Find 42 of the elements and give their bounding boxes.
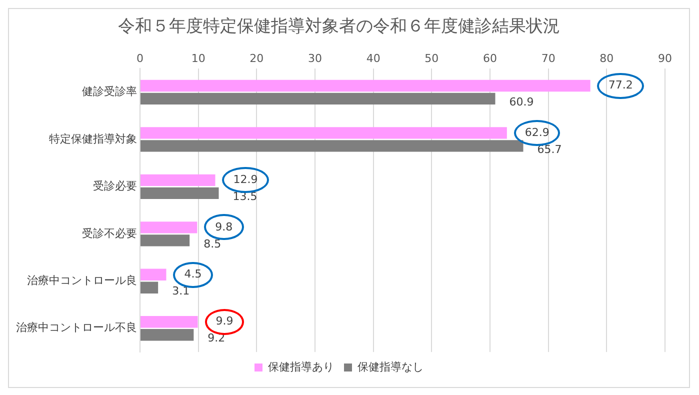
x-tick-label: 30 — [308, 52, 322, 65]
x-tick-label: 60 — [483, 52, 497, 65]
x-tick-label: 0 — [136, 52, 144, 65]
data-label: 3.1 — [172, 284, 190, 298]
x-tick-label: 80 — [600, 52, 614, 65]
bar — [140, 187, 219, 200]
data-label: 9.8 — [215, 220, 233, 234]
bar — [140, 80, 590, 92]
x-tick-label: 70 — [541, 52, 556, 65]
bar — [140, 268, 166, 280]
data-label: 65.7 — [537, 142, 562, 156]
data-label: 13.5 — [232, 190, 258, 204]
data-label: 62.9 — [524, 126, 550, 139]
x-tick-label: 40 — [366, 52, 380, 65]
bar — [140, 140, 524, 152]
x-tick-label: 20 — [250, 52, 264, 65]
bar — [140, 174, 216, 186]
data-label: 9.9 — [216, 314, 234, 328]
bar — [140, 222, 198, 234]
bar — [140, 127, 507, 139]
y-tick-label: 健診受診率 — [82, 85, 137, 98]
data-label: 4.5 — [184, 268, 202, 281]
bar — [140, 282, 158, 294]
y-tick-label: 受診不必要 — [82, 226, 137, 240]
x-tick-label: 10 — [191, 52, 206, 65]
x-tick-label: 90 — [658, 52, 672, 65]
bar — [140, 92, 496, 105]
data-label: 8.5 — [204, 237, 222, 250]
bar — [140, 234, 190, 246]
bar — [140, 316, 198, 328]
data-label: 60.9 — [509, 96, 534, 109]
y-tick-label: 治療中コントロール良 — [27, 274, 137, 288]
y-tick-label: 受診必要 — [93, 180, 137, 193]
legend-label: 保健指導あり — [268, 360, 334, 374]
data-label: 77.2 — [608, 78, 633, 92]
y-tick-label: 治療中コントロール不良 — [16, 321, 137, 334]
data-label: 12.9 — [233, 173, 258, 186]
x-tick-label: 50 — [424, 52, 439, 65]
bar — [140, 329, 194, 341]
chart-title: 令和５年度特定保健指導対象者の令和６年度健診結果状況 — [118, 16, 560, 37]
legend-label: 保健指導なし — [358, 360, 424, 374]
y-tick-label: 特定保健指導対象 — [49, 132, 137, 146]
